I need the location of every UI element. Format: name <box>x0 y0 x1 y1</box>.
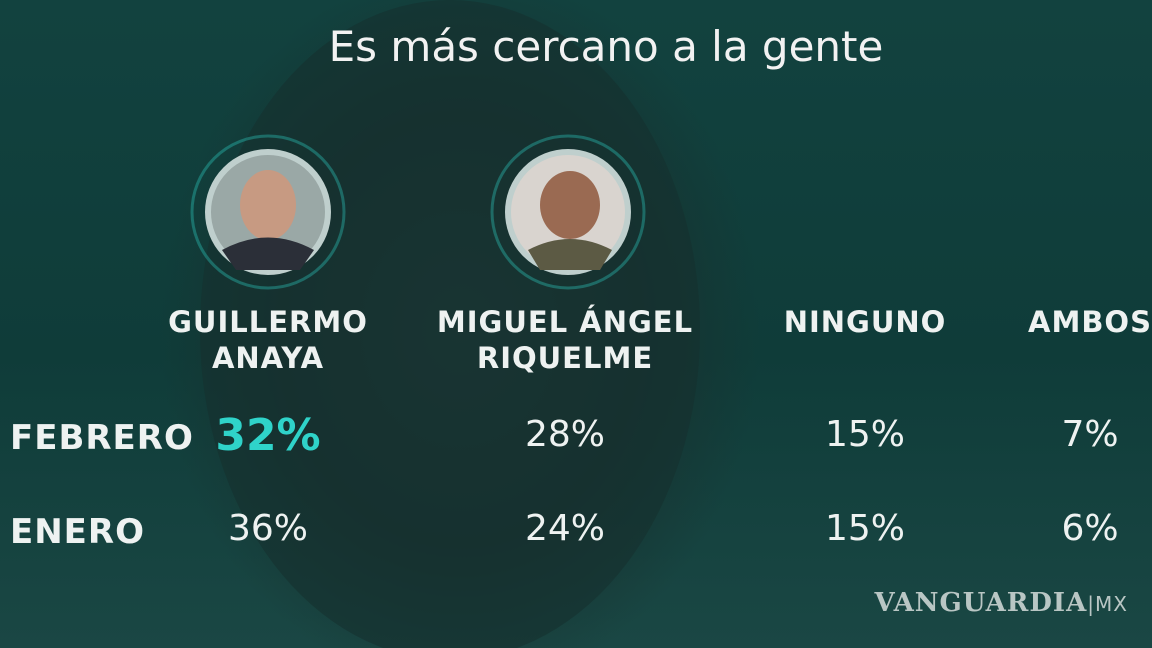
title: Es más cercano a la gente <box>328 22 884 71</box>
header-line: NINGUNO <box>783 305 947 339</box>
cell: 24% <box>524 508 605 549</box>
column-header: NINGUNO <box>715 304 1015 340</box>
column-header: MIGUEL ÁNGEL RIQUELME <box>415 304 715 376</box>
watermark: VANGUARDIA|MX <box>874 588 1128 618</box>
cell: 7% <box>1061 414 1119 455</box>
header-line: GUILLERMO <box>168 305 368 339</box>
header-line: AMBOS <box>1028 305 1152 339</box>
column-header: AMBOS <box>940 304 1152 340</box>
cell: 36% <box>227 508 308 549</box>
cell: 15% <box>824 508 905 549</box>
brand: VANGUARDIA <box>874 588 1088 618</box>
cell: 28% <box>524 414 605 455</box>
header-line: ANAYA <box>211 341 325 375</box>
header-line: MIGUEL ÁNGEL <box>436 305 694 339</box>
header-line: RIQUELME <box>476 341 654 375</box>
suffix: MX <box>1095 592 1128 616</box>
cell: 32% <box>215 410 321 461</box>
divider: | <box>1087 592 1096 616</box>
cell: 6% <box>1061 508 1119 549</box>
cell: 15% <box>824 414 905 455</box>
avatar <box>490 134 646 290</box>
avatar <box>190 134 346 290</box>
column-header: GUILLERMO ANAYA <box>118 304 418 376</box>
row-label: ENERO <box>10 512 145 552</box>
row-label: FEBRERO <box>10 418 194 458</box>
